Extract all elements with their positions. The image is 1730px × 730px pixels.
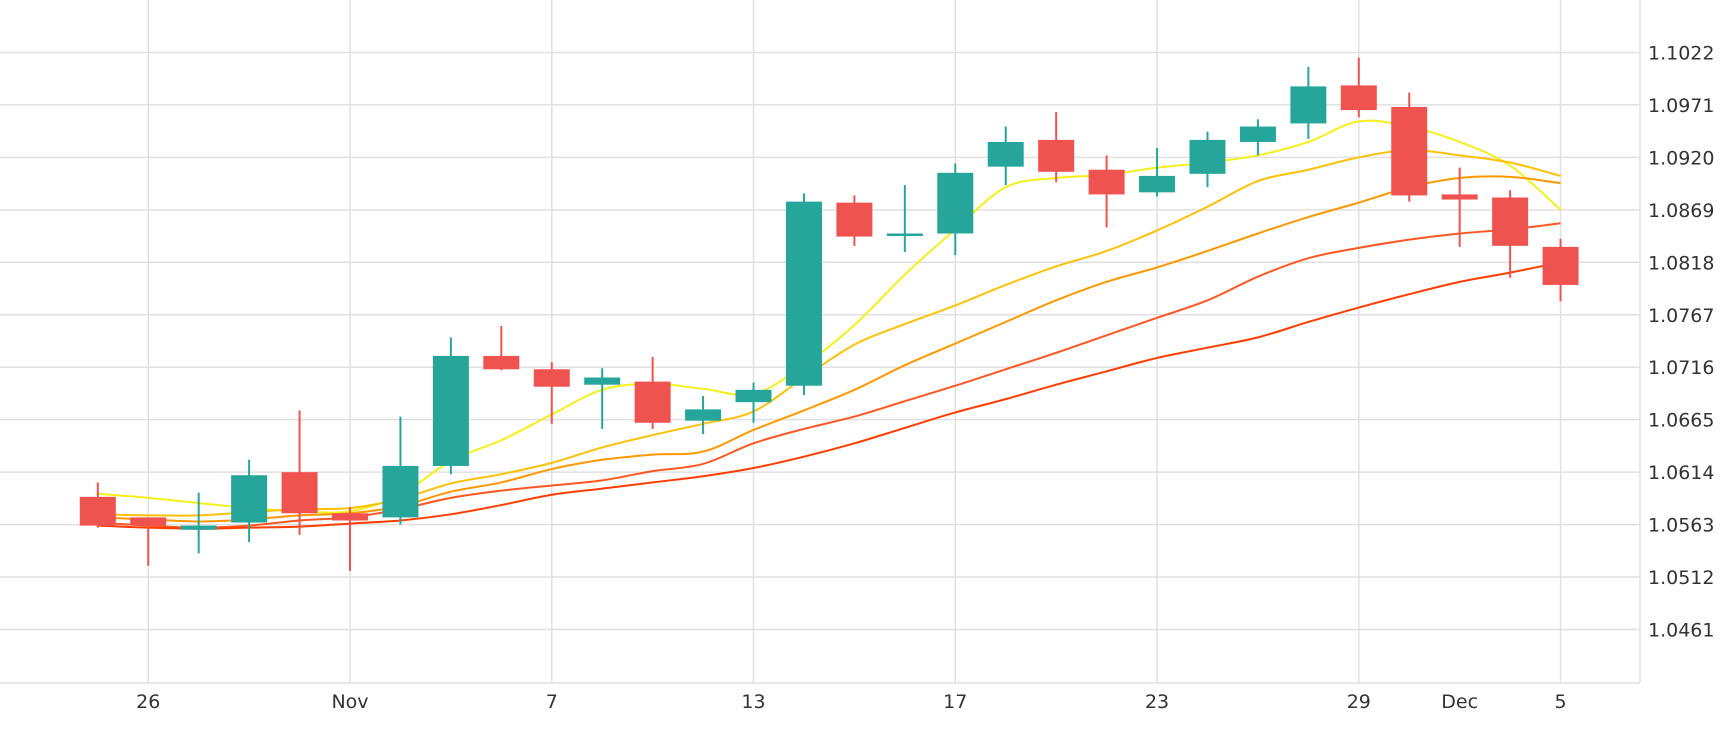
- x-tick-label: 5: [1555, 691, 1567, 713]
- candle-down: [1542, 238, 1579, 302]
- candle-body: [533, 369, 570, 387]
- candles: [79, 57, 1579, 571]
- candle-up: [735, 382, 772, 423]
- candle-body: [180, 525, 217, 530]
- candle-down: [1038, 112, 1075, 183]
- candle-down: [1340, 57, 1377, 118]
- candle-up: [1290, 66, 1327, 139]
- candle-body: [281, 472, 318, 514]
- candle-down: [634, 356, 671, 429]
- candle-body: [1441, 194, 1478, 200]
- x-tick-label: 23: [1145, 691, 1169, 713]
- candle-up: [987, 126, 1024, 186]
- y-tick-label: 1.0920: [1648, 147, 1714, 169]
- candle-body: [1139, 175, 1176, 193]
- candle-down: [1088, 155, 1125, 228]
- candle-up: [1239, 119, 1276, 156]
- candle-body: [432, 355, 469, 466]
- y-tick-label: 1.1022: [1648, 42, 1714, 64]
- candle-body: [584, 377, 621, 385]
- candle-up: [685, 396, 722, 435]
- candle-body: [1290, 86, 1327, 124]
- candle-body: [1189, 139, 1226, 174]
- candle-body: [735, 389, 772, 403]
- candle-down: [836, 195, 873, 246]
- x-tick-label: 7: [546, 691, 558, 713]
- candle-up: [382, 416, 419, 525]
- candle-body: [937, 172, 974, 234]
- candle-body: [1239, 126, 1276, 142]
- y-tick-label: 1.0971: [1648, 95, 1714, 117]
- candle-body: [130, 517, 167, 526]
- y-tick-label: 1.0563: [1648, 515, 1714, 537]
- candle-body: [483, 355, 520, 370]
- candle-down: [332, 507, 368, 571]
- candle-down: [79, 482, 116, 528]
- candle-up: [886, 185, 923, 253]
- candle-down: [1391, 92, 1428, 202]
- candle-body: [987, 141, 1024, 167]
- candle-down: [483, 326, 520, 371]
- candle-body: [79, 496, 116, 526]
- x-tick-label: 13: [741, 691, 765, 713]
- y-tick-label: 1.0614: [1648, 462, 1714, 484]
- y-tick-label: 1.0716: [1648, 357, 1714, 379]
- x-tick-label: Nov: [331, 691, 368, 713]
- candle-body: [1492, 197, 1529, 246]
- candle-up: [785, 193, 822, 395]
- candle-body: [1088, 169, 1125, 195]
- candle-up: [231, 459, 268, 543]
- y-tick-label: 1.0767: [1648, 305, 1714, 327]
- y-tick-label: 1.0665: [1648, 410, 1714, 432]
- candle-down: [1492, 190, 1529, 278]
- candle-body: [785, 201, 822, 386]
- x-tick-label: Dec: [1441, 691, 1478, 713]
- x-axis-labels: 26 Nov 7 13 17 23 29 Dec 5: [136, 691, 1566, 713]
- candle-body: [634, 381, 671, 423]
- moving-average-line-2: [97, 149, 1561, 517]
- y-tick-label: 1.0869: [1648, 200, 1714, 222]
- y-tick-label: 1.0512: [1648, 567, 1714, 589]
- x-tick-label: 17: [943, 691, 967, 713]
- candle-body: [231, 475, 268, 523]
- candle-body: [886, 233, 923, 236]
- candle-down: [130, 517, 167, 566]
- candle-body: [1391, 106, 1428, 196]
- y-axis-labels: 1.1022 1.0971 1.0920 1.0869 1.0818 1.0767 1.07…: [1648, 42, 1714, 641]
- candle-up: [1189, 131, 1226, 188]
- candle-up: [1139, 148, 1176, 197]
- y-tick-label: 1.0818: [1648, 252, 1714, 274]
- candle-body: [1038, 139, 1075, 172]
- candle-down: [281, 410, 318, 535]
- candle-body: [382, 465, 419, 518]
- candle-body: [1340, 85, 1377, 111]
- moving-average-line-5: [97, 261, 1561, 530]
- candle-body: [332, 513, 368, 521]
- y-tick-label: 1.0461: [1648, 620, 1714, 642]
- candle-up: [432, 337, 469, 475]
- candle-body: [685, 409, 722, 421]
- candle-down: [533, 362, 570, 424]
- candle-body: [1542, 246, 1579, 285]
- candle-up: [584, 368, 621, 429]
- x-tick-label: 26: [136, 691, 160, 713]
- x-tick-label: 29: [1347, 691, 1371, 713]
- candle-up: [180, 492, 217, 554]
- candle-body: [836, 202, 873, 237]
- candle-up: [937, 163, 974, 256]
- candle-down: [1441, 167, 1478, 247]
